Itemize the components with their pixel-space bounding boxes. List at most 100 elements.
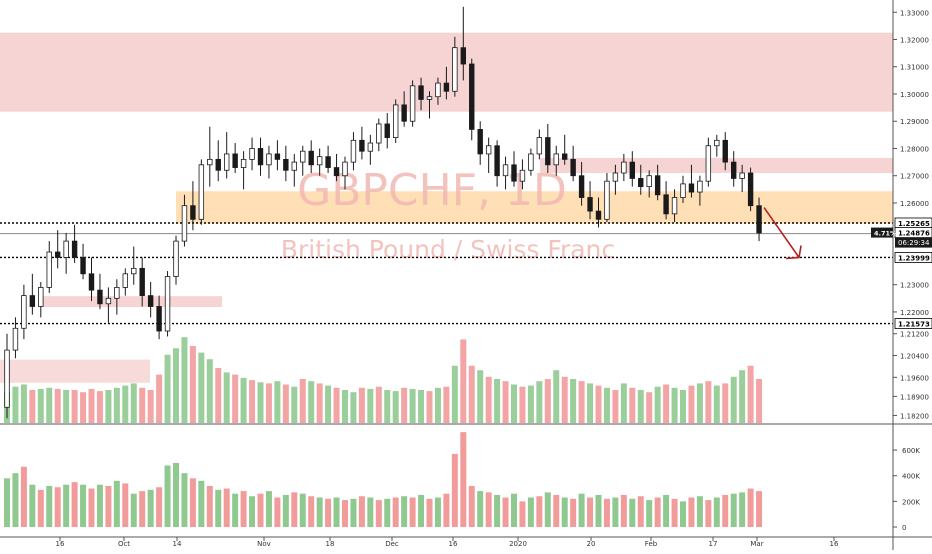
- volume-bar: [223, 488, 230, 527]
- overlay-volume-bar: [37, 388, 44, 423]
- candle-body: [308, 150, 314, 166]
- candle-body: [29, 295, 36, 307]
- candle-body: [688, 183, 695, 193]
- overlay-volume-bar: [494, 379, 501, 423]
- overlay-volume-bar: [147, 390, 154, 423]
- price-axis-label: 1.18900: [900, 393, 929, 401]
- candle-body: [604, 180, 610, 220]
- volume-bar: [384, 498, 391, 527]
- volume-bar: [629, 498, 636, 527]
- volume-bar: [544, 492, 551, 527]
- overlay-volume-bar: [325, 385, 332, 423]
- overlay-volume-bar: [460, 339, 467, 423]
- overlay-volume-bar: [164, 354, 171, 423]
- candle-body: [401, 104, 407, 122]
- volume-bar: [527, 497, 534, 527]
- candle-body: [190, 205, 196, 220]
- volume-bar: [88, 488, 95, 527]
- candle-body: [325, 156, 331, 168]
- percent-change-label: 4.71%: [874, 229, 897, 237]
- price-axis-label: 1.21200: [900, 331, 929, 339]
- overlay-volume-bar: [426, 391, 433, 423]
- candle-body: [257, 148, 264, 166]
- overlay-volume-bar: [88, 388, 95, 423]
- overlay-volume-bar: [468, 365, 475, 423]
- candle-body: [12, 327, 19, 351]
- candle-body: [435, 82, 441, 98]
- volume-bar: [705, 500, 712, 527]
- volume-bar: [739, 492, 746, 527]
- candle-body: [452, 47, 458, 92]
- overlay-volume-bar: [189, 346, 196, 423]
- volume-bar: [646, 500, 653, 527]
- candle-body: [671, 197, 678, 215]
- volume-bar: [232, 493, 239, 527]
- volume-bar: [20, 466, 27, 527]
- overlay-volume-bar: [485, 376, 492, 423]
- volume-bar: [358, 496, 365, 527]
- overlay-volume-bar: [265, 383, 272, 423]
- candle-body: [21, 295, 27, 329]
- time-axis-label: Dec: [385, 540, 399, 548]
- candle-body: [316, 156, 323, 166]
- overlay-volume-bar: [139, 387, 146, 423]
- candle-body: [638, 178, 644, 188]
- price-axis-label: 1.23000: [900, 282, 929, 290]
- candle-body: [367, 142, 374, 152]
- price-axis-label: 1.28000: [900, 145, 929, 153]
- volume-bar: [426, 498, 433, 527]
- candle-body: [359, 139, 365, 152]
- volume-bar: [350, 498, 357, 527]
- candle-body: [663, 194, 669, 215]
- overlay-volume-bar: [418, 390, 425, 423]
- candle-body: [156, 306, 162, 332]
- zone-resistance-mid: [540, 158, 893, 173]
- candle-body: [300, 150, 306, 163]
- candle-body: [38, 287, 44, 307]
- watermark-description: British Pound / Swiss Franc: [281, 235, 615, 264]
- overlay-volume-bar: [316, 383, 323, 423]
- volume-bar: [147, 489, 154, 527]
- volume-bar: [173, 462, 179, 527]
- volume-bar: [722, 494, 729, 527]
- candle-body: [705, 145, 712, 182]
- overlay-volume-bar: [113, 387, 120, 423]
- overlay-volume-bar: [637, 390, 644, 423]
- candle-body: [46, 251, 52, 288]
- time-axis-label: 20: [587, 540, 596, 548]
- overlay-volume-bar: [71, 390, 78, 423]
- time-axis-label: 16: [449, 540, 458, 548]
- candle-body: [477, 129, 483, 155]
- volume-bar: [494, 494, 501, 527]
- zone-support-orange: [176, 191, 893, 224]
- volume-bar: [375, 500, 382, 527]
- overlay-volume-bar: [198, 352, 205, 423]
- price-axis-label: 1.33000: [900, 9, 929, 17]
- overlay-volume-bar: [409, 388, 416, 423]
- percent-badge: [871, 227, 893, 238]
- volume-bar: [392, 497, 399, 527]
- level-label: 1.23999: [898, 254, 930, 262]
- volume-bar: [164, 465, 171, 527]
- time-axis-label: Nov: [257, 540, 271, 548]
- volume-bar: [637, 496, 644, 527]
- candle-body: [756, 205, 762, 234]
- volume-bar: [198, 480, 205, 527]
- overlay-volume-bar: [156, 374, 163, 423]
- volume-bar: [671, 498, 678, 527]
- volume-bar: [156, 487, 163, 527]
- overlay-volume-bar: [122, 385, 129, 423]
- projection-arrow: [763, 207, 800, 258]
- volume-bar: [730, 493, 737, 527]
- overlay-volume-bar: [620, 383, 627, 423]
- overlay-volume-bar: [29, 390, 36, 423]
- level-label: 1.25265: [898, 220, 930, 228]
- candle-body: [528, 153, 534, 171]
- candle-body: [562, 153, 568, 160]
- overlay-volume-bar: [240, 377, 247, 423]
- volume-bar: [54, 487, 61, 527]
- overlay-volume-bar: [570, 379, 577, 423]
- candle-body: [181, 205, 188, 242]
- overlay-volume-bar: [46, 387, 53, 423]
